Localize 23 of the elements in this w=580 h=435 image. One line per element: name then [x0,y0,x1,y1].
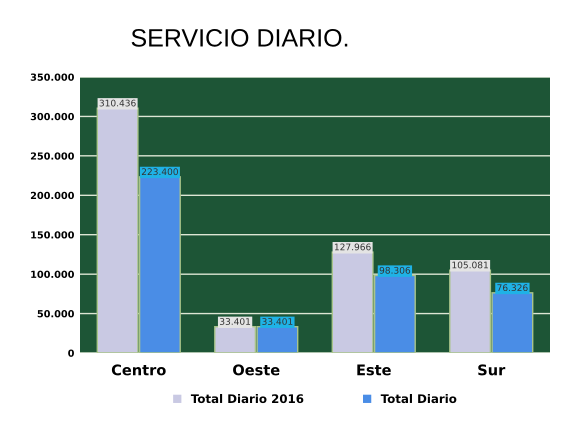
y-tick-label: 0 [68,349,74,357]
y-tick-label: 300.000 [30,112,74,120]
data-label: 33.401 [262,318,292,325]
data-label: 127.966 [334,244,371,250]
y-tick-label: 100.000 [31,270,74,278]
legend-label: Total Diario [380,394,456,404]
y-tick-label: 350.000 [30,73,74,81]
y-tick-label: 50.000 [38,310,74,318]
data-label: 98.306 [380,266,410,274]
data-label: 310.436 [100,100,136,106]
y-tick-label: 200.000 [30,192,74,200]
x-tick-label: Este [357,364,391,376]
data-label: 105.081 [452,262,488,268]
data-label: 223.400 [142,168,178,176]
x-tick-label: Oeste [233,364,280,376]
y-tick-label: 250.000 [30,152,74,160]
x-tick-label: Sur [478,364,506,376]
legend-label: Total Diario 2016 [190,394,304,404]
data-label: 33.401 [220,318,250,325]
chart-title: SERVICIO DIARIO. [132,29,348,47]
x-tick-label: Centro [112,364,166,376]
y-tick-label: 150.000 [31,231,74,239]
data-label: 76.326 [497,284,528,292]
